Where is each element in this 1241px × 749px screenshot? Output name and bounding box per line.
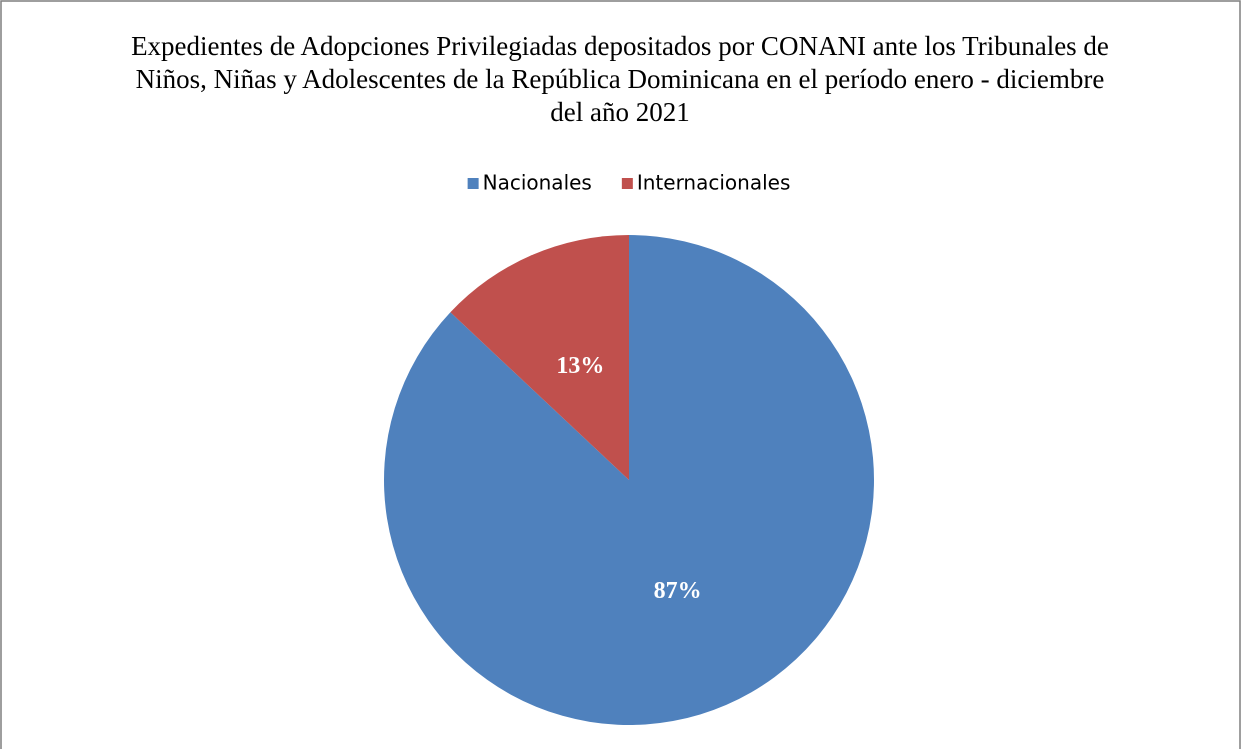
data-label: 13%	[556, 353, 604, 379]
legend-swatch	[621, 178, 633, 189]
legend: Nacionales Internacionales	[467, 171, 791, 195]
data-label: 87%	[654, 578, 702, 604]
pie-slice	[450, 235, 629, 480]
legend-label: Nacionales	[483, 171, 592, 195]
legend-swatch	[467, 178, 479, 189]
pie: 87% 13%	[383, 235, 874, 726]
chart-title: Expedientes de Adopciones Privilegiadas …	[131, 31, 1109, 127]
pie-slice	[383, 235, 874, 726]
legend-label: Internacionales	[637, 171, 791, 195]
